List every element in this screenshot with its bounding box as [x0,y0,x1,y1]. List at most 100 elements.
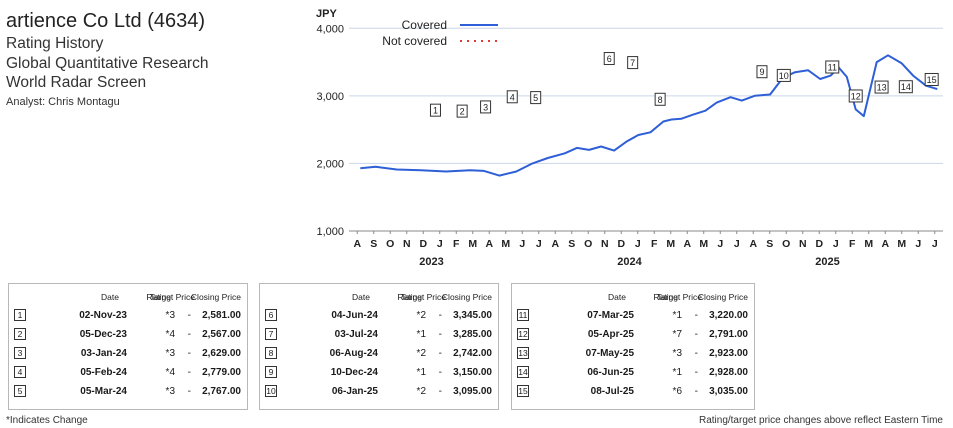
cell-target: - [694,367,698,378]
table-row: 15 08-Jul-25 *6 -3,035.00 [512,384,754,402]
y-axis: 1,000 2,000 3,000 4,000 JPY [316,8,344,238]
marker-label: 4 [510,92,515,102]
table-row: 2 05-Dec-23 *4 -2,567.00 [9,327,247,345]
cell-date: 05-Dec-23 [79,329,127,340]
cell-rating: *2 [416,310,426,321]
x-tick-label: O [584,238,592,250]
cell-target: - [438,348,442,359]
marker-label: 10 [779,71,789,81]
rating-number: 6 [265,309,277,321]
cell-rating: *3 [165,310,175,321]
cell-close: 2,629.00 [202,348,241,359]
marker-box [756,65,768,79]
x-tick-label: N [601,238,609,250]
report-header: artience Co Ltd (4634) Rating History Gl… [6,8,286,110]
rating-marker: 11 [825,60,840,74]
cell-close: 2,742.00 [453,348,492,359]
cell-close: 3,095.00 [453,386,492,397]
x-tick-label: J [519,238,525,250]
x-tick-label: A [749,238,757,250]
rating-number: 14 [517,366,529,378]
cell-date: 07-Mar-25 [587,310,634,321]
cell-date: 05-Feb-24 [80,367,127,378]
x-tick-label: J [635,238,641,250]
marker-box [825,60,840,74]
marker-box [776,68,791,82]
y-tick-label: 4,000 [316,23,344,35]
marker-label: 13 [877,83,887,93]
x-tick-label: M [699,238,708,250]
company-title: artience Co Ltd (4634) [6,10,206,32]
x-tick-label: J [915,238,921,250]
rating-marker: 8 [654,92,666,106]
header-closing-price: Closing Price [441,292,492,302]
marker-label: 1 [433,106,438,116]
rating-marker: 12 [848,89,863,103]
footnote-timezone: Rating/target price changes above reflec… [698,415,943,426]
cell-close: 2,581.00 [202,310,241,321]
y-tick-label: 3,000 [316,91,344,103]
header-target-price: Target Price [656,292,702,302]
header-target-price: Target Price [149,292,195,302]
marker-box [627,56,639,70]
price-series [360,54,938,177]
table-row: 12 05-Apr-25 *7 -2,791.00 [512,327,754,345]
cell-date: 05-Mar-24 [80,386,127,397]
rating-marker: 10 [776,68,791,82]
x-tick-label: N [403,238,411,250]
footnote-change: *Indicates Change [6,415,88,426]
cell-close: 3,150.00 [453,367,492,378]
header-rating: Rating [653,292,678,302]
cell-target: - [187,310,191,321]
cell-close: 2,779.00 [202,367,241,378]
x-tick-label: D [815,238,823,250]
cell-date: 06-Jun-25 [587,367,634,378]
y-tick-label: 1,000 [316,226,344,238]
cell-rating: *4 [165,367,175,378]
x-tick-label: S [766,238,773,250]
cell-target: - [694,386,698,397]
cell-target: - [187,386,191,397]
x-tick-label: J [734,238,740,250]
rating-table-1: Date Rating Target Price Closing Price 1 02-N… [8,283,248,410]
cell-rating: *1 [672,310,682,321]
x-tick-label: M [897,238,906,250]
cell-date: 07-May-25 [585,348,634,359]
cell-target: - [438,329,442,340]
chart-legend: Covered Not covered [382,18,498,48]
cell-close: 3,345.00 [453,310,492,321]
x-tick-label: J [437,238,443,250]
cell-rating: *1 [416,367,426,378]
header-date: Date [352,292,370,302]
cell-target: - [438,367,442,378]
x-tick-label: A [551,238,559,250]
x-year-label: 2024 [617,256,642,268]
x-tick-label: J [833,238,839,250]
chart-grid [349,27,943,232]
rating-number: 4 [14,366,26,378]
marker-box [603,52,615,66]
rating-number: 3 [14,347,26,359]
x-tick-label: A [485,238,493,250]
rating-table-2: Date Rating Target Price Closing Price 6 04-J… [259,283,499,410]
rating-number: 9 [265,366,277,378]
legend-label: Covered [402,18,447,32]
x-tick-label: F [849,238,856,250]
cell-date: 05-Apr-25 [587,329,634,340]
rating-marker: 1 [429,103,441,117]
rating-number: 2 [14,328,26,340]
cell-date: 02-Nov-23 [79,310,127,321]
marker-box [456,104,468,118]
header-date: Date [608,292,626,302]
marker-label: 5 [533,93,538,103]
rating-marker: 5 [530,91,542,105]
cell-rating: *3 [165,348,175,359]
rating-number: 1 [14,309,26,321]
x-tick-label: M [501,238,510,250]
rating-number: 11 [517,309,529,321]
x-tick-label: A [683,238,691,250]
x-tick-label: A [881,238,889,250]
cell-target: - [187,367,191,378]
